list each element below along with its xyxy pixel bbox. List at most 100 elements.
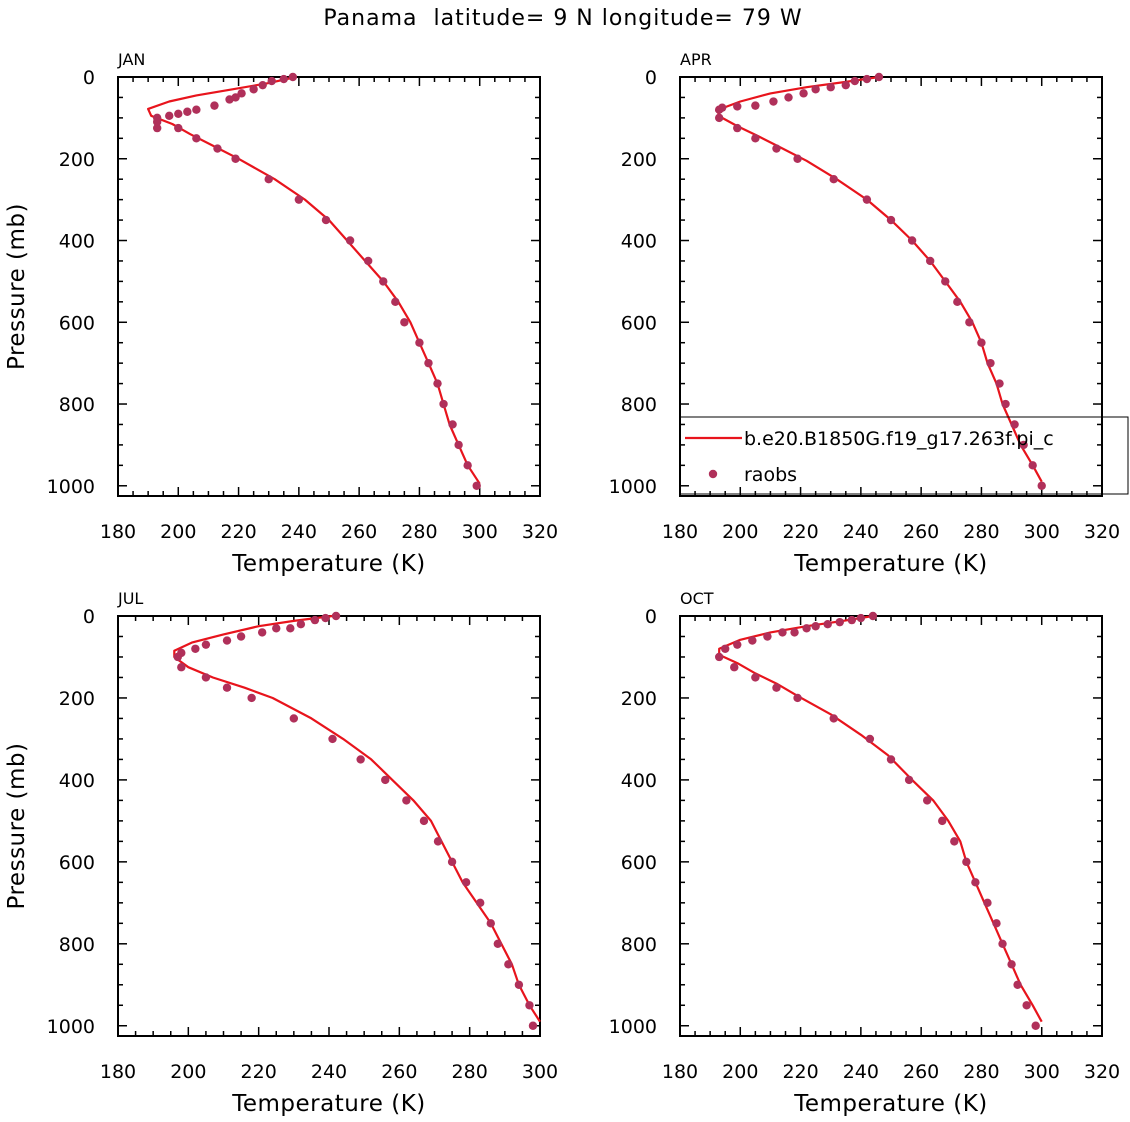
- raobs-point: [294, 195, 304, 204]
- x-tick-label: 280: [452, 1061, 488, 1083]
- raobs-point: [525, 1001, 534, 1010]
- x-tick-label: 180: [662, 1061, 698, 1083]
- x-tick-label: 260: [903, 1061, 939, 1083]
- raobs-point: [769, 97, 778, 106]
- x-tick-label: 320: [1084, 521, 1120, 543]
- x-tick-label: 300: [1024, 1061, 1060, 1083]
- y-tick-label: 400: [621, 231, 657, 253]
- x-tick-label: 260: [341, 521, 377, 543]
- raobs-point: [714, 105, 724, 114]
- raobs-point: [962, 857, 971, 867]
- raobs-point: [1022, 1001, 1031, 1010]
- y-tick-label: 600: [59, 312, 95, 334]
- y-tick-label: 600: [621, 312, 657, 334]
- raobs-point: [183, 107, 192, 116]
- raobs-point: [826, 83, 835, 92]
- raobs-point: [177, 663, 186, 672]
- raobs-point: [793, 693, 802, 703]
- raobs-point: [249, 85, 258, 94]
- raobs-point: [1037, 481, 1046, 490]
- raobs-point: [454, 440, 463, 450]
- raobs-point: [714, 113, 724, 123]
- raobs-point: [983, 898, 992, 908]
- y-tick-label: 1000: [609, 476, 657, 498]
- x-tick-label: 260: [381, 1061, 417, 1083]
- y-tick-label: 200: [621, 688, 657, 710]
- raobs-point: [763, 632, 772, 641]
- x-tick-label: 300: [522, 1061, 558, 1083]
- raobs-point: [938, 816, 947, 826]
- raobs-point: [751, 134, 760, 143]
- raobs-point: [1019, 440, 1028, 450]
- legend-dot-swatch: [708, 469, 718, 479]
- raobs-point: [721, 644, 730, 653]
- raobs-point: [823, 619, 832, 629]
- raobs-point: [733, 640, 742, 649]
- raobs-point: [504, 960, 513, 969]
- raobs-point: [222, 683, 232, 692]
- raobs-point: [272, 624, 281, 633]
- raobs-point: [886, 215, 896, 225]
- raobs-point: [379, 277, 388, 286]
- raobs-point: [841, 80, 850, 90]
- panels-layer: JAN 180 200 220 240 260 280 300 320 0 200 400 600 800…: [4, 50, 1129, 1117]
- y-tick-label: 800: [59, 934, 95, 956]
- y-tick-label: 0: [645, 67, 657, 89]
- raobs-point: [998, 939, 1007, 949]
- x-tick-label: 260: [903, 521, 939, 543]
- raobs-point: [904, 775, 914, 785]
- y-tick-label: 400: [59, 231, 95, 253]
- raobs-point: [730, 663, 739, 672]
- x-tick-label: 240: [843, 1061, 879, 1083]
- raobs-point: [433, 837, 443, 846]
- raobs-point: [1007, 960, 1016, 969]
- raobs-point: [402, 796, 411, 805]
- raobs-point: [447, 857, 457, 867]
- y-tick-label: 1000: [47, 476, 95, 498]
- raobs-point: [415, 338, 424, 347]
- raobs-point: [345, 236, 355, 245]
- raobs-point: [784, 93, 793, 102]
- raobs-point: [264, 174, 273, 184]
- x-tick-label: 280: [963, 1061, 999, 1083]
- raobs-point: [977, 338, 986, 347]
- raobs-point: [793, 154, 802, 163]
- raobs-point: [811, 85, 820, 94]
- raobs-point: [152, 117, 162, 127]
- raobs-point: [907, 236, 917, 245]
- panel-label: JAN: [117, 50, 145, 69]
- raobs-point: [236, 632, 246, 641]
- y-tick-label: 200: [59, 149, 95, 171]
- raobs-point: [811, 622, 820, 631]
- raobs-point: [192, 134, 201, 143]
- x-tick-label: 220: [220, 521, 256, 543]
- raobs-point: [971, 878, 980, 887]
- x-tick-label: 280: [401, 521, 437, 543]
- x-tick-label: 180: [100, 521, 136, 543]
- legend-label-model: b.e20.B1850G.f19_g17.263f.pi_c: [744, 428, 1054, 450]
- raobs-point: [850, 76, 860, 86]
- raobs-point: [191, 644, 200, 653]
- x-tick-label: 240: [281, 521, 317, 543]
- raobs-point: [772, 144, 781, 153]
- raobs-point: [493, 939, 502, 949]
- model-profile-line: [173, 614, 541, 1023]
- x-tick-label: 200: [170, 1061, 206, 1083]
- raobs-point: [310, 615, 320, 625]
- raobs-point: [258, 80, 267, 90]
- y-tick-label: 400: [621, 770, 657, 792]
- plot-frame: [117, 615, 541, 1037]
- raobs-point: [751, 673, 760, 682]
- raobs-point: [790, 628, 799, 637]
- raobs-point: [222, 636, 232, 645]
- x-tick-label: 240: [843, 521, 879, 543]
- raobs-point: [1010, 420, 1019, 429]
- raobs-point: [799, 89, 808, 98]
- raobs-point: [286, 624, 295, 633]
- legend-box: [679, 416, 1129, 495]
- x-tick-label: 200: [722, 521, 758, 543]
- y-tick-label: 800: [621, 394, 657, 416]
- raobs-point: [862, 195, 872, 204]
- raobs-point: [486, 919, 495, 928]
